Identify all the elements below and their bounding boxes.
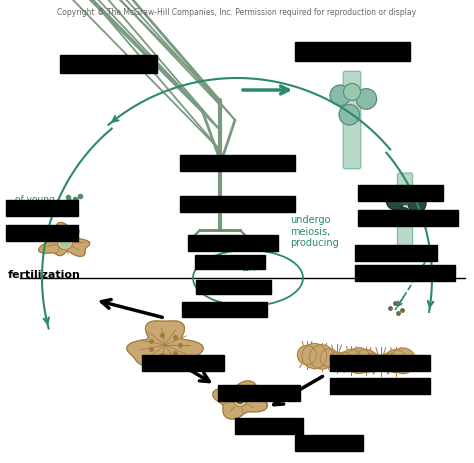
Circle shape: [237, 397, 244, 403]
Circle shape: [297, 345, 317, 364]
Bar: [358, 185, 443, 201]
Circle shape: [320, 349, 338, 367]
Text: n: n: [246, 287, 254, 297]
Circle shape: [390, 348, 416, 374]
Circle shape: [337, 352, 351, 367]
Text: Copyright © The McGraw-Hill Companies, Inc. Permission required for reproduction: Copyright © The McGraw-Hill Companies, I…: [57, 8, 417, 17]
Bar: [355, 265, 455, 281]
Bar: [330, 355, 430, 371]
Circle shape: [339, 105, 360, 125]
Text: fertilization: fertilization: [8, 270, 81, 280]
Circle shape: [365, 353, 382, 369]
Circle shape: [408, 195, 426, 213]
Bar: [355, 245, 437, 261]
Bar: [6, 225, 78, 241]
Bar: [218, 385, 300, 401]
Circle shape: [386, 192, 404, 210]
Text: of young
sporophyte: of young sporophyte: [15, 195, 66, 214]
Bar: [235, 418, 303, 434]
Bar: [180, 155, 295, 171]
Circle shape: [302, 344, 327, 369]
Bar: [188, 235, 278, 251]
Circle shape: [341, 350, 362, 371]
Text: undergo
meiosis,
producing: undergo meiosis, producing: [290, 215, 339, 248]
Polygon shape: [127, 321, 203, 366]
Circle shape: [355, 350, 378, 373]
Circle shape: [398, 190, 412, 205]
Circle shape: [61, 238, 70, 247]
Bar: [182, 302, 267, 317]
Text: 2n: 2n: [243, 263, 257, 273]
Circle shape: [374, 355, 387, 368]
FancyBboxPatch shape: [397, 173, 412, 257]
Circle shape: [356, 89, 376, 109]
Circle shape: [344, 83, 361, 100]
Bar: [195, 255, 265, 269]
Bar: [358, 210, 458, 226]
Circle shape: [310, 345, 334, 369]
Text: meiosis: meiosis: [413, 270, 455, 280]
Polygon shape: [39, 222, 90, 257]
Bar: [295, 42, 410, 61]
Circle shape: [330, 352, 343, 365]
Polygon shape: [213, 381, 267, 419]
Bar: [196, 280, 271, 294]
Bar: [295, 435, 363, 451]
Bar: [330, 378, 430, 394]
Bar: [6, 200, 78, 216]
Circle shape: [394, 207, 411, 225]
Circle shape: [380, 353, 396, 369]
Bar: [180, 196, 295, 212]
Circle shape: [233, 393, 247, 407]
Circle shape: [346, 348, 372, 373]
Bar: [142, 355, 224, 371]
Bar: [60, 55, 157, 73]
Circle shape: [384, 350, 407, 373]
Circle shape: [330, 85, 350, 106]
FancyBboxPatch shape: [343, 71, 361, 169]
Circle shape: [57, 234, 73, 250]
